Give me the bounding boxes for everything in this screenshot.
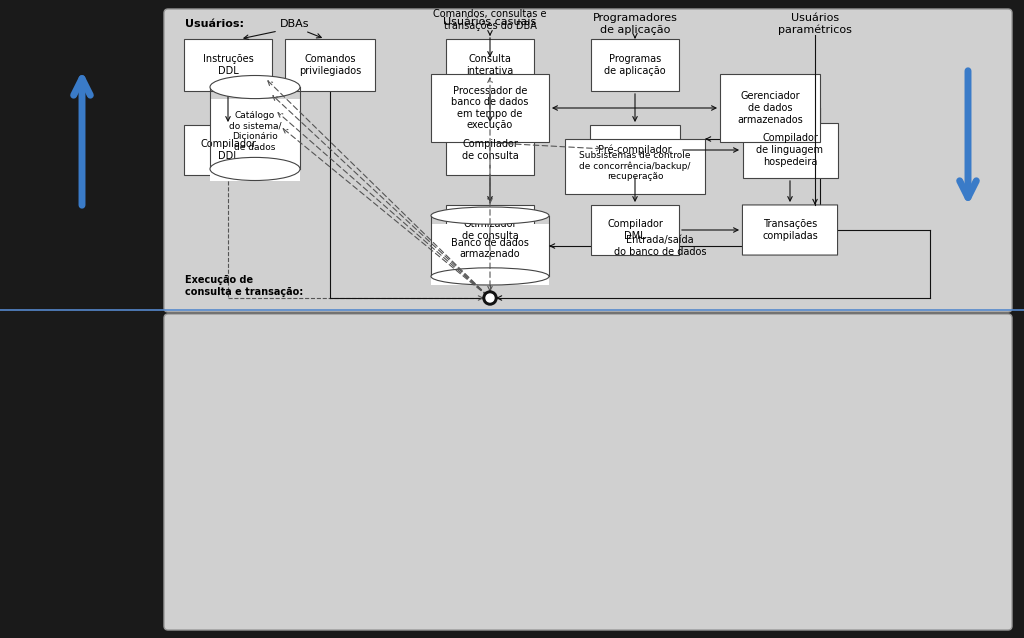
Ellipse shape [431, 207, 549, 224]
FancyBboxPatch shape [446, 205, 534, 255]
FancyBboxPatch shape [446, 125, 534, 175]
FancyBboxPatch shape [742, 205, 838, 255]
Text: Usuários casuais: Usuários casuais [443, 17, 537, 27]
Text: Instruções
DDL: Instruções DDL [203, 54, 253, 76]
FancyBboxPatch shape [591, 205, 679, 255]
Text: Programadores
de aplicação: Programadores de aplicação [593, 13, 678, 35]
FancyBboxPatch shape [431, 74, 549, 142]
Text: Execução de
consulta e transação:: Execução de consulta e transação: [185, 275, 303, 297]
Ellipse shape [210, 158, 300, 181]
Circle shape [483, 291, 497, 305]
Bar [210, 99, 300, 181]
FancyBboxPatch shape [285, 39, 375, 91]
Text: Pré-compilador: Pré-compilador [598, 145, 672, 155]
FancyBboxPatch shape [565, 138, 705, 193]
Text: Usuários:: Usuários: [185, 19, 244, 29]
FancyBboxPatch shape [446, 39, 534, 91]
FancyBboxPatch shape [591, 39, 679, 91]
FancyBboxPatch shape [742, 122, 838, 177]
Text: Compilador
de consulta: Compilador de consulta [462, 139, 518, 161]
Text: Compilador
DDL: Compilador DDL [200, 139, 256, 161]
FancyBboxPatch shape [184, 39, 272, 91]
Text: Transações
compiladas: Transações compiladas [762, 219, 818, 241]
Text: Comandos
privilegiados: Comandos privilegiados [299, 54, 361, 76]
Text: Comandos, consultas e
transações do DBA: Comandos, consultas e transações do DBA [433, 9, 547, 31]
FancyBboxPatch shape [720, 74, 820, 142]
Text: Subsistemas de controle
de concorrência/backup/
recuperação: Subsistemas de controle de concorrência/… [580, 151, 691, 181]
FancyBboxPatch shape [590, 125, 680, 175]
Text: Compilador
de linguagem
hospedeira: Compilador de linguagem hospedeira [757, 133, 823, 167]
Text: Processador de
banco de dados
em tempo de
execução: Processador de banco de dados em tempo d… [452, 85, 528, 130]
Text: Otimizador
de consulta: Otimizador de consulta [462, 219, 518, 241]
Bar [431, 224, 549, 285]
Text: DBAs: DBAs [281, 19, 309, 29]
Text: Consulta
interativa: Consulta interativa [466, 54, 514, 76]
Text: Entrada/saída
do banco de dados: Entrada/saída do banco de dados [613, 235, 707, 257]
FancyBboxPatch shape [164, 9, 1012, 312]
Ellipse shape [210, 75, 300, 99]
Text: Gerenciador
de dados
armazenados: Gerenciador de dados armazenados [737, 91, 803, 124]
Ellipse shape [431, 268, 549, 285]
Text: Compilador
DML: Compilador DML [607, 219, 663, 241]
FancyBboxPatch shape [164, 314, 1012, 630]
Circle shape [486, 294, 494, 302]
Text: Banco de dados
armazenado: Banco de dados armazenado [451, 238, 529, 260]
Text: Usuários
paramétricos: Usuários paramétricos [778, 13, 852, 35]
Text: Catálogo
do sistema/
Dicionário
de dados: Catálogo do sistema/ Dicionário de dados [228, 112, 282, 152]
Text: Programas
de aplicação: Programas de aplicação [604, 54, 666, 76]
FancyBboxPatch shape [184, 125, 272, 175]
